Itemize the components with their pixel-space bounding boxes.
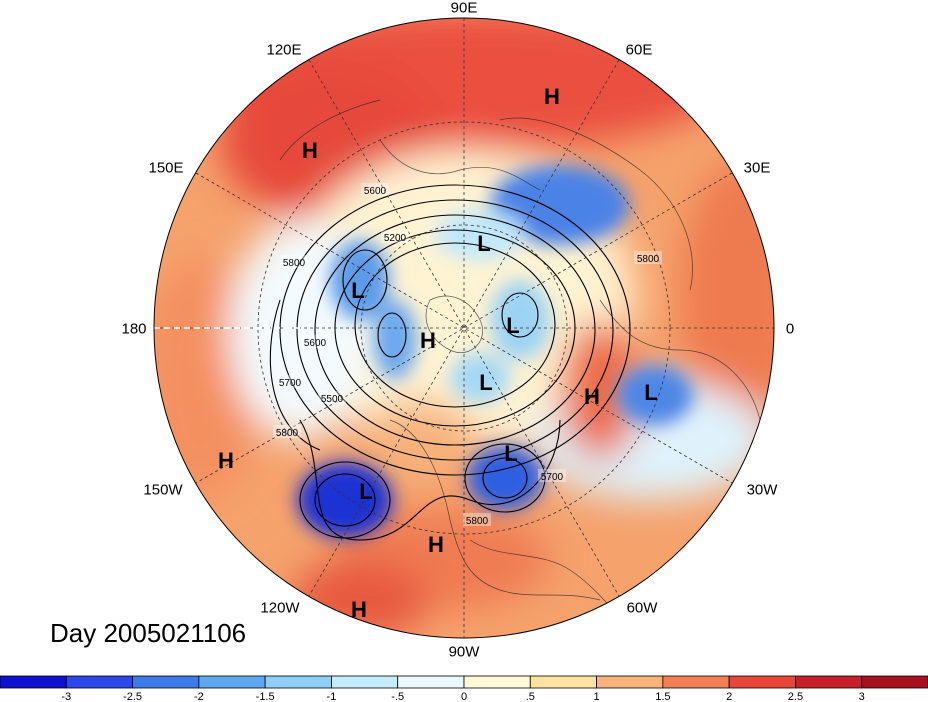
high-pressure-marker: H bbox=[544, 84, 560, 109]
lon-label-90e: 90E bbox=[450, 0, 478, 17]
contour-label-bg bbox=[318, 391, 346, 404]
colorbar-box bbox=[529, 675, 597, 689]
low-pressure-marker: L bbox=[479, 370, 492, 395]
lon-label-60e: 60E bbox=[625, 41, 653, 59]
colorbar-box bbox=[132, 675, 200, 689]
lon-label-180: 180 bbox=[121, 320, 147, 338]
contour-label-bg bbox=[634, 251, 662, 264]
colorbar-box bbox=[861, 675, 928, 689]
colorbar-boxes bbox=[0, 675, 928, 689]
high-pressure-marker: H bbox=[420, 328, 436, 353]
colorbar-tick-label: 1 bbox=[594, 691, 600, 702]
lon-label-90w: 90W bbox=[448, 643, 480, 661]
lon-label-30w: 30W bbox=[746, 481, 778, 499]
contour-labels: 5600 5200 5800 5600 5700 5500 5800 5800 5700 5800 bbox=[273, 183, 662, 527]
colorbar-box bbox=[463, 675, 531, 689]
colorbar-box bbox=[596, 675, 664, 689]
contour-label-bg bbox=[276, 375, 304, 388]
contour-label: 5700 bbox=[279, 378, 302, 389]
high-pressure-marker: H bbox=[218, 448, 234, 473]
contour-label: 5600 bbox=[304, 338, 327, 349]
map-border bbox=[153, 17, 775, 639]
colorbar-box bbox=[662, 675, 730, 689]
colorbar-tick-label: 2.5 bbox=[788, 691, 803, 702]
colorbar-box bbox=[795, 675, 863, 689]
colorbar-tick-labels: -3 -2.5 -2 -1.5 -1 -.5 0 .5 1 1.5 2 2.5 3 bbox=[61, 691, 864, 702]
contour-label: 5200 bbox=[384, 233, 407, 244]
contour-label-bg bbox=[538, 469, 566, 482]
height-contours bbox=[269, 184, 631, 541]
contour-label: 5500 bbox=[321, 394, 344, 405]
colorbar-tick-label: -1 bbox=[327, 691, 337, 702]
low-pressure-marker: L bbox=[477, 231, 490, 256]
colorbar-tick-label: 2 bbox=[726, 691, 732, 702]
low-pressure-marker: L bbox=[506, 313, 519, 338]
colorbar-tick-label: -3 bbox=[61, 691, 71, 702]
low-pressure-marker: L bbox=[644, 380, 657, 405]
low-pressure-marker: L bbox=[504, 441, 517, 466]
low-pressure-marker: L bbox=[359, 479, 372, 504]
low-pressure-marker: L bbox=[351, 278, 364, 303]
high-pressure-marker: H bbox=[428, 532, 444, 557]
contour-label: 5800 bbox=[466, 516, 489, 527]
contour-label-bg bbox=[273, 425, 301, 438]
lon-label-150e: 150E bbox=[148, 159, 184, 177]
pressure-centers: H H L L H L L H L H L L H H bbox=[218, 84, 658, 622]
contour-label: 5600 bbox=[364, 186, 387, 197]
contour-label: 5700 bbox=[541, 472, 564, 483]
anomaly-shading bbox=[154, 18, 774, 638]
colorbar-tick-label: 1.5 bbox=[655, 691, 670, 702]
colorbar-box bbox=[728, 675, 796, 689]
lon-label-120e: 120E bbox=[266, 41, 302, 59]
contour-label-bg bbox=[381, 230, 409, 243]
high-pressure-marker: H bbox=[351, 597, 367, 622]
contour-label: 5800 bbox=[283, 258, 306, 269]
contour-label: 5800 bbox=[637, 254, 660, 265]
lon-label-150w: 150W bbox=[143, 481, 183, 499]
colorbar: -3 -2.5 -2 -1.5 -1 -.5 0 .5 1 1.5 2 2.5 3 bbox=[0, 675, 928, 702]
contour-label-bg bbox=[301, 335, 329, 348]
colorbar-box bbox=[331, 675, 399, 689]
colorbar-tick-label: 0 bbox=[461, 691, 467, 702]
lon-label-30e: 30E bbox=[743, 159, 771, 177]
high-pressure-marker: H bbox=[584, 384, 600, 409]
colorbar-box bbox=[65, 675, 133, 689]
date-label: Day 2005021106 bbox=[50, 618, 247, 648]
colorbar-box bbox=[397, 675, 465, 689]
contour-label-bg bbox=[463, 513, 491, 526]
colorbar-tick-label: -1.5 bbox=[256, 691, 275, 702]
colorbar-tick-label: -2 bbox=[194, 691, 204, 702]
colorbar-tick-label: -2.5 bbox=[123, 691, 142, 702]
lon-label-120w: 120W bbox=[260, 599, 300, 617]
colorbar-tick-label: -.5 bbox=[391, 691, 404, 702]
colorbar-tick-label: .5 bbox=[526, 691, 535, 702]
contour-label-bg bbox=[280, 255, 308, 268]
colorbar-box bbox=[198, 675, 266, 689]
colorbar-tick-label: 3 bbox=[859, 691, 865, 702]
colorbar-box bbox=[264, 675, 332, 689]
high-pressure-marker: H bbox=[302, 138, 318, 163]
contour-label: 5800 bbox=[276, 428, 299, 439]
contour-label-bg bbox=[361, 183, 389, 196]
lon-label-60w: 60W bbox=[626, 599, 658, 617]
colorbar-box bbox=[0, 675, 67, 689]
lon-label-0: 0 bbox=[785, 320, 795, 338]
